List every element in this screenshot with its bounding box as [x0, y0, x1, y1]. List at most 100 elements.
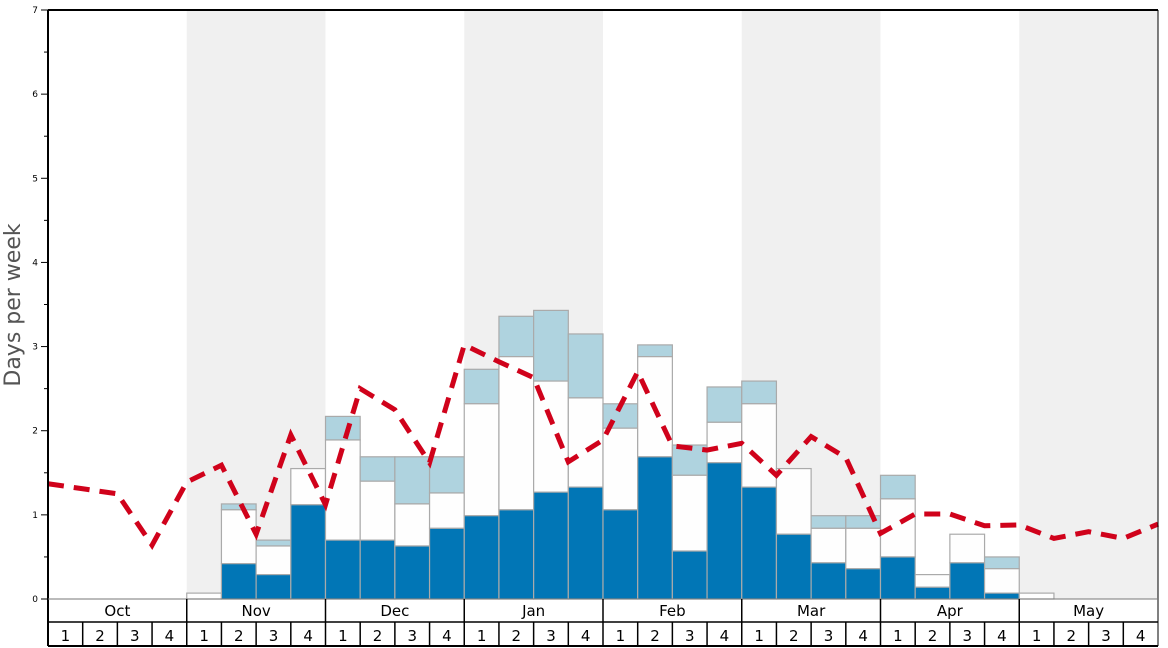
bar-bottom-segment — [879, 556, 916, 600]
bar-middle-segment — [1018, 592, 1055, 600]
bar-bottom-segment — [810, 562, 847, 600]
bar-top-segment — [498, 315, 535, 358]
week-label: 2 — [373, 627, 383, 645]
bar-middle-segment — [463, 403, 500, 517]
week-label: 3 — [269, 627, 279, 645]
week-label: 4 — [1136, 627, 1146, 645]
week-label: 2 — [650, 627, 660, 645]
month-shading — [186, 10, 1158, 599]
bar-middle-segment — [220, 509, 257, 565]
week-label: 4 — [442, 627, 452, 645]
bar-bottom-segment — [567, 486, 604, 600]
bar-top-segment — [637, 344, 673, 358]
bar-bottom-segment — [602, 509, 639, 600]
trend-line-path — [47, 341, 1159, 550]
y-tick-label: 7 — [32, 6, 38, 16]
bar-bottom-segment — [324, 539, 361, 600]
bar-top-segment — [359, 456, 396, 482]
month-label-dec: Dec — [380, 602, 409, 620]
week-label: 1 — [199, 627, 209, 645]
week-label: 1 — [754, 627, 764, 645]
bar-middle-segment — [359, 480, 396, 541]
month-label-mar: Mar — [797, 602, 826, 620]
bar-middle-segment — [255, 545, 292, 576]
y-tick-label: 6 — [32, 90, 38, 100]
bar-top-segment — [428, 456, 465, 494]
week-label: 3 — [407, 627, 417, 645]
bar-bottom-segment — [359, 539, 396, 600]
bar-top-segment — [706, 386, 743, 423]
bar-bottom-segment — [428, 527, 465, 600]
bar-top-segment — [741, 380, 778, 405]
week-label: 2 — [95, 627, 105, 645]
y-axis-label: Days per week — [1, 223, 26, 386]
week-label: 3 — [1101, 627, 1111, 645]
bar-top-segment — [324, 415, 361, 441]
bar-middle-segment — [394, 503, 431, 547]
bar-top-segment — [983, 556, 1020, 570]
bar-middle-segment — [845, 527, 882, 570]
month-label-jan: Jan — [521, 602, 545, 620]
bar-middle-segment — [741, 403, 778, 488]
bar-top-segment — [463, 368, 500, 405]
week-label: 1 — [1032, 627, 1042, 645]
week-label: 4 — [720, 627, 730, 645]
bar-bottom-segment — [949, 562, 986, 600]
bar-top-segment — [533, 309, 569, 382]
week-label: 1 — [616, 627, 626, 645]
week-label: 1 — [338, 627, 348, 645]
y-tick-label: 2 — [32, 427, 38, 437]
bar-middle-segment — [914, 573, 951, 588]
week-label: 1 — [893, 627, 903, 645]
bar-middle-segment — [810, 527, 847, 564]
week-label: 3 — [130, 627, 140, 645]
axes: 0 1 2 3 4 5 6 7 Oct 1 2 3 4 Nov 1 2 3 4 Dec 1 2 3 4 Jan 1 2 3 4 Feb 1… — [32, 6, 1159, 647]
y-tick-label: 5 — [32, 174, 38, 184]
month-label-apr: Apr — [937, 602, 964, 620]
week-label: 4 — [303, 627, 313, 645]
bar-bottom-segment — [290, 504, 327, 600]
week-label: 3 — [962, 627, 972, 645]
bar-bottom-segment — [741, 486, 778, 600]
bar-top-segment — [567, 333, 604, 399]
month-label-oct: Oct — [104, 602, 130, 620]
week-label: 3 — [685, 627, 695, 645]
y-tick-label: 3 — [32, 343, 38, 353]
bar-middle-segment — [983, 568, 1020, 594]
week-label: 4 — [165, 627, 175, 645]
bars — [186, 309, 1055, 600]
y-tick-label: 1 — [32, 511, 38, 521]
bar-middle-segment — [671, 474, 708, 552]
week-label: 2 — [1067, 627, 1077, 645]
bar-bottom-segment — [533, 491, 569, 600]
week-label: 4 — [858, 627, 868, 645]
bar-top-segment — [810, 515, 847, 529]
bar-bottom-segment — [220, 563, 257, 600]
month-label-nov: Nov — [241, 602, 270, 620]
bar-bottom-segment — [394, 545, 431, 600]
bar-bottom-segment — [498, 509, 535, 600]
week-label: 3 — [824, 627, 834, 645]
bar-top-segment — [394, 456, 431, 505]
week-label: 1 — [477, 627, 487, 645]
y-tick-label: 4 — [32, 258, 38, 268]
week-label: 4 — [997, 627, 1007, 645]
month-label-feb: Feb — [659, 602, 686, 620]
week-label: 3 — [546, 627, 556, 645]
bar-bottom-segment — [845, 568, 882, 600]
bar-bottom-segment — [914, 586, 951, 600]
bar-bottom-segment — [671, 550, 708, 600]
week-label: 2 — [234, 627, 244, 645]
bar-bottom-segment — [255, 573, 292, 600]
month-shade-may — [1019, 10, 1158, 599]
y-tick-label: 0 — [32, 595, 38, 605]
week-label: 2 — [789, 627, 799, 645]
bar-bottom-segment — [637, 456, 673, 600]
bar-bottom-segment — [775, 533, 812, 600]
bar-bottom-segment — [706, 462, 743, 600]
trend-line — [47, 341, 1159, 550]
week-label: 4 — [581, 627, 591, 645]
bar-middle-segment — [533, 380, 569, 493]
week-label: 2 — [512, 627, 522, 645]
bar-middle-segment — [498, 356, 535, 511]
